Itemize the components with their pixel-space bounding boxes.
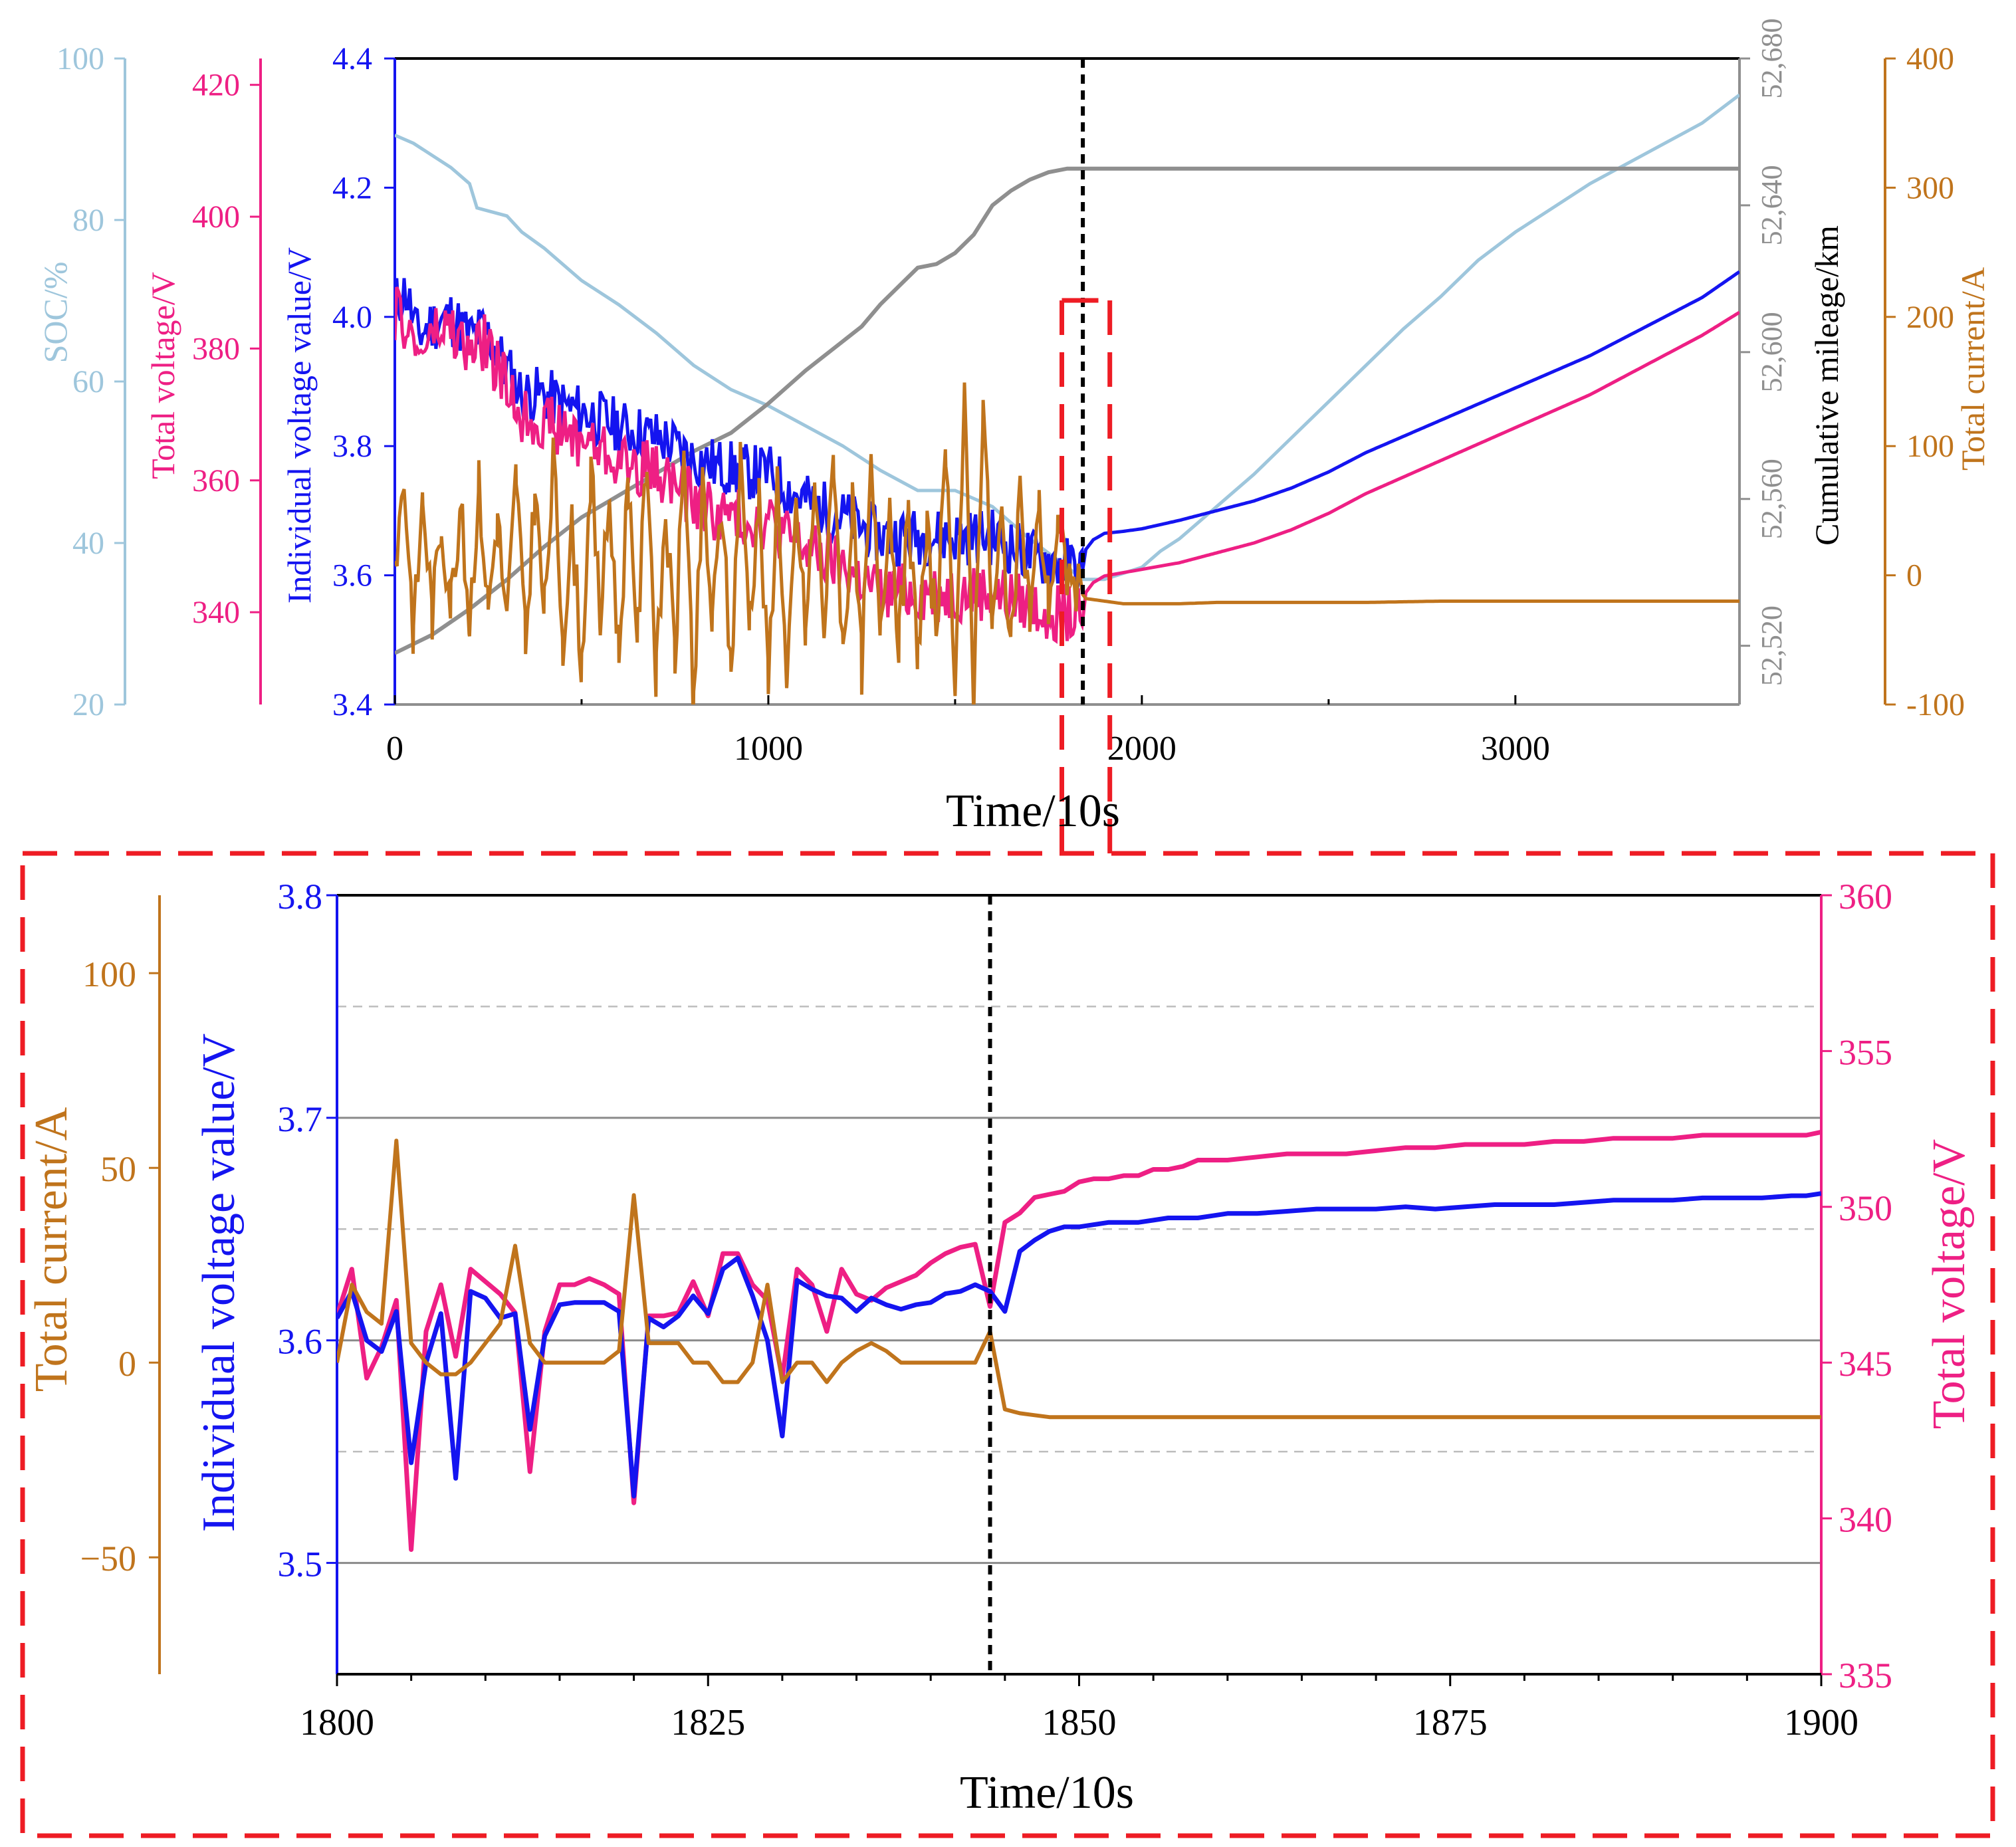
mileage-axis-title: Cumulative mileage/km — [1808, 225, 1845, 546]
zoom-x-tick-label: 1850 — [1042, 1702, 1117, 1743]
zoom-total-voltage-tick-label: 345 — [1839, 1344, 1892, 1384]
overview-ticks: 0 1000 2000 3000204060801003403603804004203… — [56, 19, 1965, 768]
individual_voltage-tick-label: 3.4 — [332, 687, 372, 722]
total_voltage-tick-label: 360 — [192, 463, 240, 498]
zoom-total-voltage-tick-label: 340 — [1839, 1500, 1892, 1540]
zoom-x-tick-label: 1900 — [1784, 1702, 1858, 1743]
individual_voltage-tick-label: 4.2 — [332, 170, 372, 205]
total_voltage-tick-label: 400 — [192, 199, 240, 235]
zoom-current-tick-label: 0 — [118, 1344, 136, 1384]
zoom-total-voltage-tick-label: 350 — [1839, 1188, 1892, 1228]
zoom-current-tick-label: −50 — [80, 1539, 136, 1578]
current-tick-label: -100 — [1906, 687, 1965, 722]
current-tick-label: 400 — [1906, 41, 1954, 76]
zoom-chart: 1800 1825 1850 1875 1900 3.5 3.6 3.7 3.8 335 340 34… — [26, 877, 1975, 1818]
series-mileage-line — [395, 166, 1739, 655]
zoom-series-current-line — [337, 1139, 1821, 1420]
overview-chart: 0 1000 2000 3000204060801003403603804004203… — [37, 19, 1991, 853]
mileage-tick-label: 52,520 — [1755, 605, 1788, 686]
total_voltage-tick-label: 420 — [192, 68, 240, 103]
individual_voltage-tick-label: 4.4 — [332, 41, 372, 76]
overview-plot-area — [395, 93, 1739, 705]
zoom-individual-voltage-tick-label: 3.7 — [278, 1099, 323, 1139]
individual-voltage-axis-title: Individual voltage value/V — [280, 247, 318, 603]
zoom-total-voltage-axis-title: Total voltage/V — [1924, 1139, 1975, 1429]
zoom-total-voltage-tick-label: 355 — [1839, 1032, 1892, 1072]
zoom-individual-voltage-tick-label: 3.8 — [278, 877, 323, 917]
zoom-x-tick-label: 1800 — [300, 1702, 374, 1743]
series-current-line — [395, 382, 1739, 705]
soc-tick-label: 80 — [72, 203, 104, 238]
zoom-x-axis-title: Time/10s — [960, 1767, 1134, 1818]
individual_voltage-tick-label: 4.0 — [332, 300, 372, 335]
zoom-current-tick-label: 100 — [82, 954, 136, 994]
overview-x-tick-label: 0 — [386, 730, 403, 768]
zoom-highlight-box — [20, 851, 1995, 1838]
mileage-tick-label: 52,640 — [1755, 165, 1788, 245]
zoom-current-tick-label: 50 — [100, 1149, 136, 1189]
zoom-plot-area — [337, 1129, 1821, 1552]
zoom-series-individual-voltage-line — [337, 1191, 1821, 1499]
zoom-total-voltage-tick-label: 360 — [1839, 877, 1892, 917]
zoom-ticks: 1800 1825 1850 1875 1900 3.5 3.6 3.7 3.8 335 340 34… — [80, 877, 1892, 1743]
overview-x-axis-title: Time/10s — [946, 786, 1120, 837]
current-tick-label: 100 — [1906, 429, 1954, 464]
series-total-voltage-line — [395, 286, 1739, 644]
individual_voltage-tick-label: 3.8 — [332, 429, 372, 464]
current-tick-label: 0 — [1906, 558, 1922, 594]
zoom-total-voltage-tick-label: 335 — [1839, 1656, 1892, 1695]
zoom-individual-voltage-axis-title: Individual voltage value/V — [193, 1033, 245, 1532]
total_voltage-tick-label: 380 — [192, 331, 240, 366]
overview-x-tick-label: 1000 — [734, 730, 803, 768]
overview-x-tick-label: 2000 — [1107, 730, 1176, 768]
individual_voltage-tick-label: 3.6 — [332, 558, 372, 594]
total-voltage-axis-title: Total voltage/V — [144, 272, 181, 479]
soc-tick-label: 60 — [72, 364, 104, 399]
zoom-current-axis-title: Total current/A — [26, 1107, 77, 1392]
mileage-tick-label: 52,680 — [1755, 19, 1788, 99]
overview-x-tick-label: 3000 — [1481, 730, 1550, 768]
current-axis-title: Total current/A — [1954, 267, 1991, 471]
soc-tick-label: 40 — [72, 526, 104, 561]
soc-tick-label: 100 — [56, 41, 104, 76]
current-tick-label: 300 — [1906, 170, 1954, 205]
current-tick-label: 200 — [1906, 300, 1954, 335]
mileage-tick-label: 52,560 — [1755, 459, 1788, 539]
zoom-series-total-voltage-line — [337, 1129, 1821, 1552]
mileage-tick-label: 52,600 — [1755, 312, 1788, 392]
total_voltage-tick-label: 340 — [192, 595, 240, 630]
zoom-x-tick-label: 1825 — [671, 1702, 745, 1743]
zoom-individual-voltage-tick-label: 3.6 — [278, 1322, 323, 1362]
soc-axis-title: SOC/% — [37, 262, 74, 364]
zoom-x-tick-label: 1875 — [1413, 1702, 1488, 1743]
zoom-individual-voltage-tick-label: 3.5 — [278, 1545, 323, 1584]
soc-tick-label: 20 — [72, 687, 104, 722]
